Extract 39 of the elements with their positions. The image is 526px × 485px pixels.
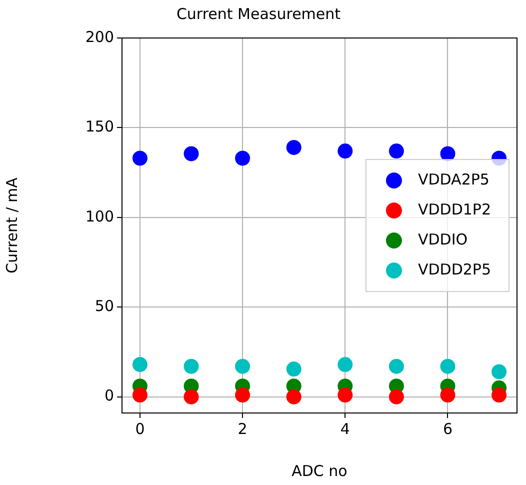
point (235, 388, 250, 403)
x-tick-label: 4 (340, 420, 350, 438)
point (440, 146, 456, 162)
point (338, 144, 353, 159)
x-tick-label: 0 (135, 420, 145, 438)
legend-label: VDDD2P5 (418, 260, 491, 278)
point (132, 357, 148, 372)
point (286, 389, 302, 404)
point (184, 389, 199, 404)
point (388, 358, 404, 374)
point (286, 140, 302, 155)
point (184, 146, 199, 162)
y-tick-label: 50 (94, 297, 114, 316)
legend-label: VDDA2P5 (418, 170, 490, 188)
point (338, 388, 353, 403)
y-tick-label: 200 (85, 28, 114, 46)
x-tick-label: 6 (442, 420, 453, 438)
point (235, 150, 250, 166)
x-tick-label: 2 (238, 420, 248, 438)
point (388, 389, 404, 404)
y-tick-label: 0 (104, 386, 114, 405)
point (388, 144, 404, 159)
point (132, 150, 148, 166)
chart-title: Current Measurement (176, 4, 341, 23)
x-axis-title: ADC no (292, 462, 348, 480)
y-tick-label: 100 (85, 207, 114, 226)
point (440, 388, 456, 403)
point (286, 362, 302, 377)
point (235, 358, 250, 374)
point (132, 388, 148, 403)
y-axis-title: Current / mA (2, 176, 21, 274)
point (440, 358, 456, 374)
point (184, 358, 199, 374)
y-tick-label: 150 (85, 118, 114, 136)
point (492, 364, 507, 380)
legend-label: VDDIO (418, 230, 468, 248)
point (492, 388, 507, 403)
point (338, 357, 353, 372)
legend-label: VDDD1P2 (418, 200, 491, 218)
